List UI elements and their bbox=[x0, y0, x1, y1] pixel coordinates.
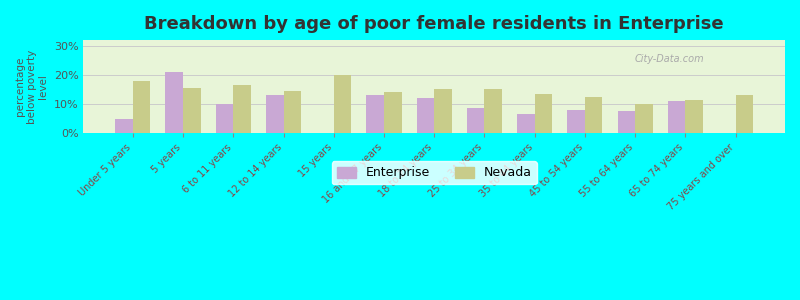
Bar bbox=[166, 72, 183, 133]
Bar bbox=[485, 89, 502, 133]
Bar bbox=[686, 100, 703, 133]
Bar bbox=[567, 110, 585, 133]
Bar bbox=[534, 94, 552, 133]
Bar bbox=[517, 114, 534, 133]
Bar bbox=[618, 111, 635, 133]
Bar bbox=[133, 81, 150, 133]
Bar bbox=[417, 98, 434, 133]
Bar bbox=[366, 95, 384, 133]
Bar bbox=[115, 118, 133, 133]
Text: City-Data.com: City-Data.com bbox=[634, 54, 704, 64]
Bar bbox=[216, 104, 234, 133]
Bar bbox=[283, 91, 301, 133]
Y-axis label: percentage
below poverty
level: percentage below poverty level bbox=[15, 50, 48, 124]
Bar bbox=[635, 104, 653, 133]
Legend: Enterprise, Nevada: Enterprise, Nevada bbox=[332, 161, 537, 184]
Bar bbox=[735, 95, 753, 133]
Bar bbox=[334, 75, 351, 133]
Bar bbox=[234, 85, 251, 133]
Bar bbox=[266, 95, 283, 133]
Bar bbox=[384, 92, 402, 133]
Title: Breakdown by age of poor female residents in Enterprise: Breakdown by age of poor female resident… bbox=[144, 15, 724, 33]
Bar bbox=[668, 101, 686, 133]
Bar bbox=[183, 88, 201, 133]
Bar bbox=[467, 108, 485, 133]
Bar bbox=[434, 89, 452, 133]
Bar bbox=[585, 97, 602, 133]
